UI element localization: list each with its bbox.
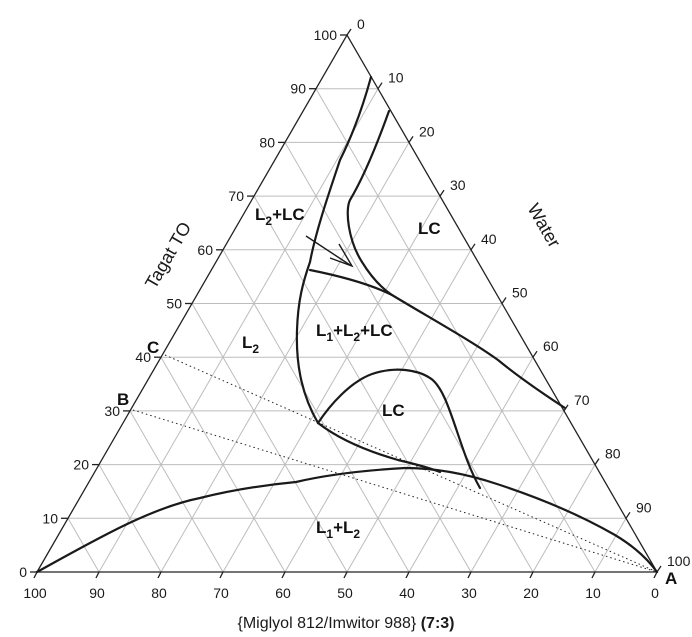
right-tick-label: 100 [667, 553, 691, 569]
boundary-lc-upper [346, 109, 394, 297]
arrow-head [329, 243, 354, 268]
grid-line-water [532, 464, 596, 573]
bottom-tick-mark [405, 571, 410, 579]
region-label-l1-l2-lc: L1+L2+LC [316, 321, 393, 344]
left-tick-label: 0 [19, 564, 27, 580]
dilution-line-b [132, 409, 658, 573]
region-label-l2-lc: L2+LC [255, 205, 305, 228]
bottom-tick-label: 70 [213, 585, 229, 601]
point-label-c: C [147, 338, 159, 357]
bottom-tick-mark [467, 571, 472, 579]
boundary-lc-lobe [316, 368, 482, 490]
bottom-tick-mark [591, 571, 596, 579]
right-tick-mark [625, 511, 631, 519]
region-label-l2: L2 [242, 333, 259, 356]
bottom-axis-title: {Miglyol 812/Imwitor 988} (7:3) [0, 615, 692, 633]
right-tick-mark [656, 565, 662, 573]
boundary-l1-l2-lower [35, 466, 659, 574]
left-tick-label: 20 [73, 457, 89, 473]
bottom-tick-mark [529, 571, 534, 579]
boundary-l1-l2-lc-lower [316, 421, 442, 474]
right-tick-label: 10 [388, 70, 404, 86]
bottom-tick-label: 50 [337, 585, 353, 601]
left-axis-title: Tagat TO [141, 218, 195, 292]
left-axis-ticks: 0 10 20 30 40 50 60 70 80 90 100 [19, 27, 337, 580]
bottom-tick-mark [653, 571, 658, 579]
right-tick-label: 50 [512, 285, 528, 301]
right-tick-label: 90 [636, 499, 652, 515]
left-tick-label: 60 [197, 242, 213, 258]
bottom-tick-label: 100 [23, 585, 47, 601]
bottom-tick-label: 20 [523, 585, 539, 601]
bottom-tick-mark [343, 571, 348, 579]
grid-line-water [594, 518, 627, 573]
bottom-tick-label: 30 [461, 585, 477, 601]
right-tick-mark [470, 243, 476, 251]
grid-line-oil [253, 195, 472, 573]
label-pointer-arrow [305, 235, 351, 266]
right-tick-mark [501, 297, 507, 304]
vertex-label-a: A [665, 569, 677, 588]
left-tick-label: 30 [104, 403, 120, 419]
right-tick-mark [346, 28, 352, 36]
right-tick-label: 20 [419, 123, 435, 139]
right-tick-mark [439, 189, 445, 197]
left-tick-label: 40 [135, 349, 151, 365]
region-label-l1-l2: L1+L2 [316, 518, 360, 541]
bottom-axis-title-text: {Miglyol 812/Imwitor 988} [237, 615, 417, 632]
right-tick-mark [594, 458, 600, 465]
right-tick-mark [532, 350, 538, 358]
left-tick-label: 80 [259, 134, 275, 150]
grid-line-oil [67, 518, 100, 573]
right-tick-mark [408, 136, 414, 143]
grid-line-oil [129, 410, 224, 573]
bottom-axis-ratio: (7:3) [420, 615, 455, 632]
bottom-tick-label: 10 [585, 585, 601, 601]
bottom-axis-ticks: 100 90 80 70 60 50 40 30 20 10 0 [23, 585, 659, 601]
right-axis-title: Water [524, 200, 565, 251]
left-tick-label: 90 [290, 81, 306, 97]
left-tick-label: 100 [314, 27, 338, 43]
boundary-l2-lc-lower [308, 268, 567, 410]
bottom-tick-mark [95, 571, 100, 579]
grid-line-water [346, 303, 503, 573]
point-label-b: B [117, 390, 129, 409]
bottom-tick-label: 40 [399, 585, 415, 601]
bottom-tick-label: 90 [89, 585, 105, 601]
right-tick-mark [377, 82, 383, 90]
right-tick-label: 70 [574, 392, 590, 408]
bottom-tick-mark [219, 571, 224, 579]
grid-line-oil [98, 464, 162, 573]
right-tick-label: 40 [481, 231, 497, 247]
bottom-tick-mark [157, 571, 162, 579]
grid-line-water [222, 195, 441, 573]
left-tick-label: 50 [166, 296, 182, 312]
bottom-tick-mark [281, 571, 286, 579]
right-tick-label: 0 [357, 16, 365, 32]
grid-line-oil [191, 303, 348, 573]
right-tick-label: 30 [450, 177, 466, 193]
grid-line-water [408, 356, 534, 573]
bottom-tick-mark [33, 571, 38, 579]
region-label-lc-lower: LC [382, 401, 405, 420]
grid-line-water [98, 88, 379, 573]
left-tick-label: 10 [42, 510, 58, 526]
grid-lines [67, 88, 627, 573]
bottom-tick-label: 60 [275, 585, 291, 601]
right-axis-ticks: 0 10 20 30 40 50 60 70 80 90 100 [357, 16, 691, 569]
grid-line-oil [315, 88, 596, 573]
grid-line-oil [160, 356, 286, 573]
left-tick-label: 70 [228, 188, 244, 204]
bottom-tick-label: 0 [651, 585, 659, 601]
boundary-l2-left [295, 75, 373, 425]
region-label-lc-upper: LC [418, 219, 441, 238]
right-tick-label: 60 [543, 338, 559, 354]
bottom-tick-label: 80 [151, 585, 167, 601]
right-tick-label: 80 [605, 446, 621, 462]
